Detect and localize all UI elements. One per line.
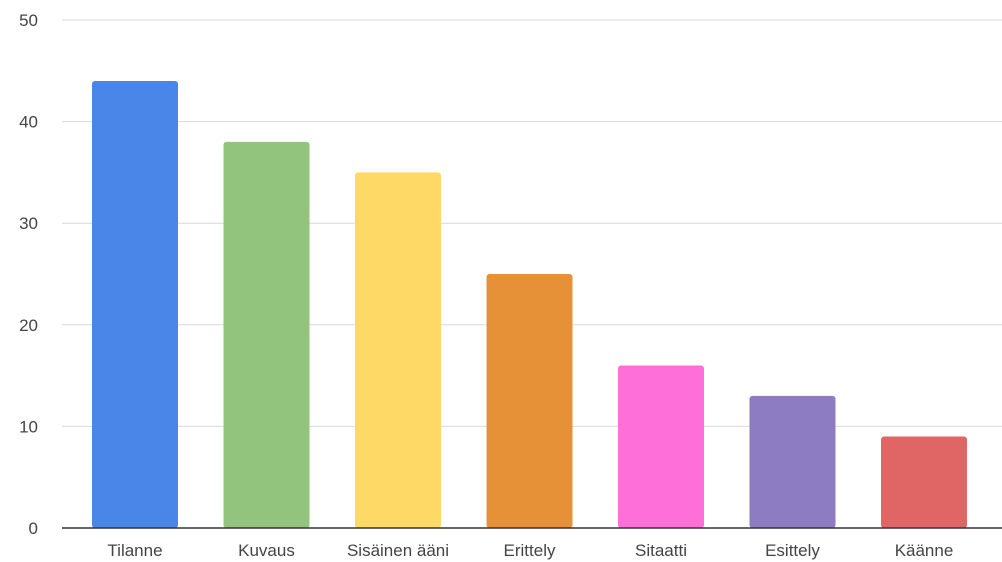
x-tick-label: Sisäinen ääni [347,541,449,560]
x-tick-label: Sitaatti [635,541,687,560]
y-tick-label: 0 [29,519,38,538]
bars [92,80,967,529]
x-tick-label: Tilanne [107,541,162,560]
y-tick-label: 20 [19,316,38,335]
x-tick-label: Erittely [504,541,556,560]
y-tick-label: 30 [19,214,38,233]
y-tick-label: 40 [19,113,38,132]
y-tick-label: 10 [19,417,38,436]
bar-esittely [749,395,836,528]
x-tick-label: Käänne [895,541,954,560]
bar-sitaatti [618,365,704,528]
y-tick-label: 50 [19,11,38,30]
x-tick-label: Esittely [765,541,820,560]
bar-tilanne [92,80,178,529]
y-axis-ticks: 0 10 20 30 40 50 [19,11,38,538]
bar-käänne [881,436,967,528]
bar-erittely [486,274,573,528]
bar-sisäinen-ääni [355,172,441,528]
gridlines [62,19,1002,427]
x-tick-label: Kuvaus [238,541,295,560]
x-axis-labels: Tilanne Kuvaus Sisäinen ääni Erittely Sitaat… [107,541,953,560]
bar-kuvaus [223,141,310,529]
